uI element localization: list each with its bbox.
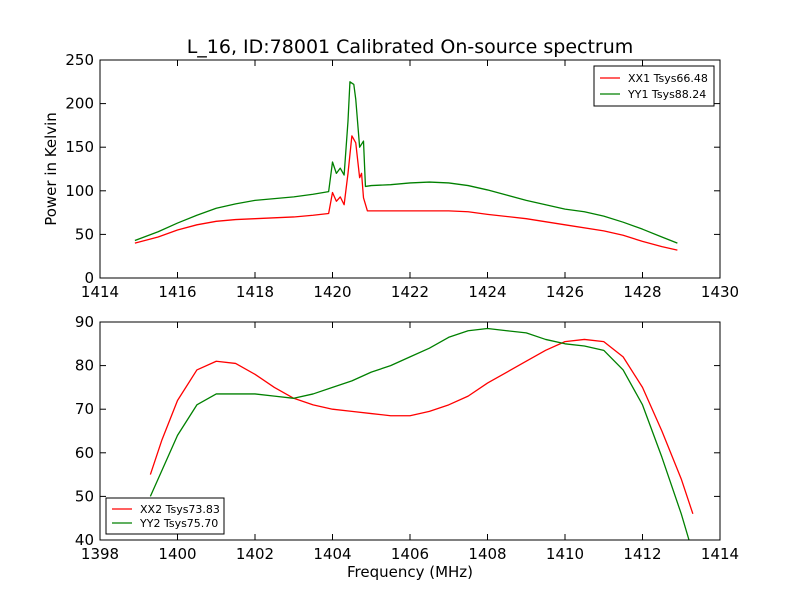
x-tick-label: 1418 [236,283,274,301]
x-tick-label: 1426 [546,283,584,301]
y-tick-label: 50 [75,225,94,243]
x-tick-label: 1422 [391,283,429,301]
x-axis-label: Frequency (MHz) [347,563,473,581]
legend-label: XX1 Tsys66.48 [628,72,708,85]
x-tick-label: 1400 [158,545,196,563]
x-tick-label: 1412 [623,545,661,563]
x-tick-label: 1402 [236,545,274,563]
legend-1: XX1 Tsys66.48 YY1 Tsys88.24 [593,65,715,107]
x-tick-label: 1424 [468,283,506,301]
x-tick-label: 1414 [81,283,119,301]
y-tick-label: 50 [75,487,94,505]
series-line-1-1 [134,135,678,251]
y-tick-label: 0 [84,269,94,287]
series-line-1-2 [134,81,678,244]
legend-label: XX2 Tsys73.83 [140,503,220,516]
x-tick-label: 1430 [701,283,739,301]
y-tick-label: 70 [75,400,94,418]
y-axis-label: Power in Kelvin [42,112,60,226]
y-tick-label: 100 [65,182,94,200]
x-tick-label: 1420 [313,283,351,301]
series-line-2-1 [149,338,694,515]
y-tick-label: 200 [65,95,94,113]
y-tick-label: 250 [65,51,94,69]
x-tick-label: 1428 [623,283,661,301]
legend-label: YY1 Tsys88.24 [627,88,706,101]
chart-title: L_16, ID:78001 Calibrated On-source spec… [187,36,634,58]
labels-layer: 1414 1416 1418 1420 1422 1424 1426 1428 1430 0 50 1… [42,36,739,581]
series-line-2-2 [149,327,690,540]
legends-layer: XX1 Tsys66.48 YY1 Tsys88.24 XX2 Tsys73.83Y… [105,65,715,535]
x-tick-label: 1404 [313,545,351,563]
x-tick-label: 1408 [468,545,506,563]
legend-box [105,497,225,535]
y-tick-label: 80 [75,357,94,375]
legend-label: YY2 Tsys75.70 [139,517,218,530]
legend-box [593,65,715,107]
x-tick-label: 1398 [81,545,119,563]
x-tick-label: 1406 [391,545,429,563]
series-lines-layer [134,81,694,540]
y-tick-label: 60 [75,444,94,462]
y-tick-label: 90 [75,313,94,331]
y-tick-label: 40 [75,531,94,549]
ticks-layer [99,59,721,541]
x-tick-label: 1410 [546,545,584,563]
x-tick-label: 1414 [701,545,739,563]
x-tick-label: 1416 [158,283,196,301]
y-tick-label: 150 [65,138,94,156]
